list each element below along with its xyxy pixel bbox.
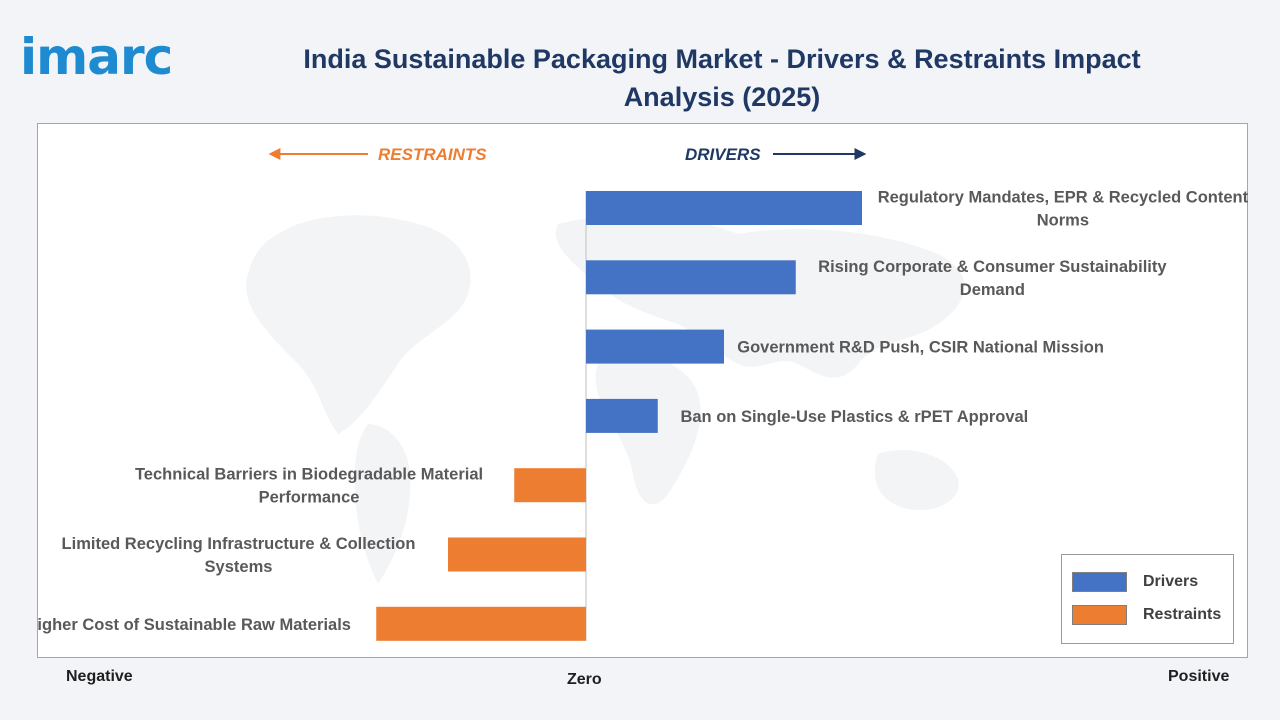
legend-swatch-restraints [1072, 605, 1127, 625]
restraint-bar-6 [448, 538, 586, 572]
driver-bar-2 [586, 260, 796, 294]
driver-bar-4 [586, 399, 658, 433]
axis-label-zero: Zero [567, 671, 602, 689]
legend-item-drivers: Drivers [1072, 571, 1198, 593]
drivers-direction-label: DRIVERS [685, 145, 761, 164]
legend-label-drivers: Drivers [1143, 573, 1198, 591]
restraint-bar-7 [376, 607, 586, 641]
direction-indicators: RESTRAINTS DRIVERS [278, 145, 864, 164]
legend: Drivers Restraints [1061, 554, 1234, 644]
category-label-5: Technical Barriers in Biodegradable Mate… [135, 466, 483, 507]
category-label-1: Regulatory Mandates, EPR & Recycled Cont… [878, 189, 1249, 230]
axis-label-positive: Positive [1168, 668, 1229, 686]
axis-label-negative: Negative [66, 668, 133, 686]
category-label-7: Higher Cost of Sustainable Raw Materials [38, 616, 351, 634]
legend-swatch-drivers [1072, 572, 1127, 592]
category-label-4: Ban on Single-Use Plastics & rPET Approv… [680, 408, 1028, 426]
legend-item-restraints: Restraints [1072, 604, 1221, 626]
driver-bar-1 [586, 191, 862, 225]
legend-label-restraints: Restraints [1143, 606, 1221, 624]
restraint-bar-5 [514, 468, 586, 502]
imarc-logo: imarc [20, 28, 172, 86]
category-label-3: Government R&D Push, CSIR National Missi… [737, 339, 1104, 357]
category-label-6: Limited Recycling Infrastructure & Colle… [62, 535, 416, 576]
driver-bar-3 [586, 330, 724, 364]
chart-title: India Sustainable Packaging Market - Dri… [262, 40, 1182, 116]
restraints-direction-label: RESTRAINTS [378, 145, 487, 164]
